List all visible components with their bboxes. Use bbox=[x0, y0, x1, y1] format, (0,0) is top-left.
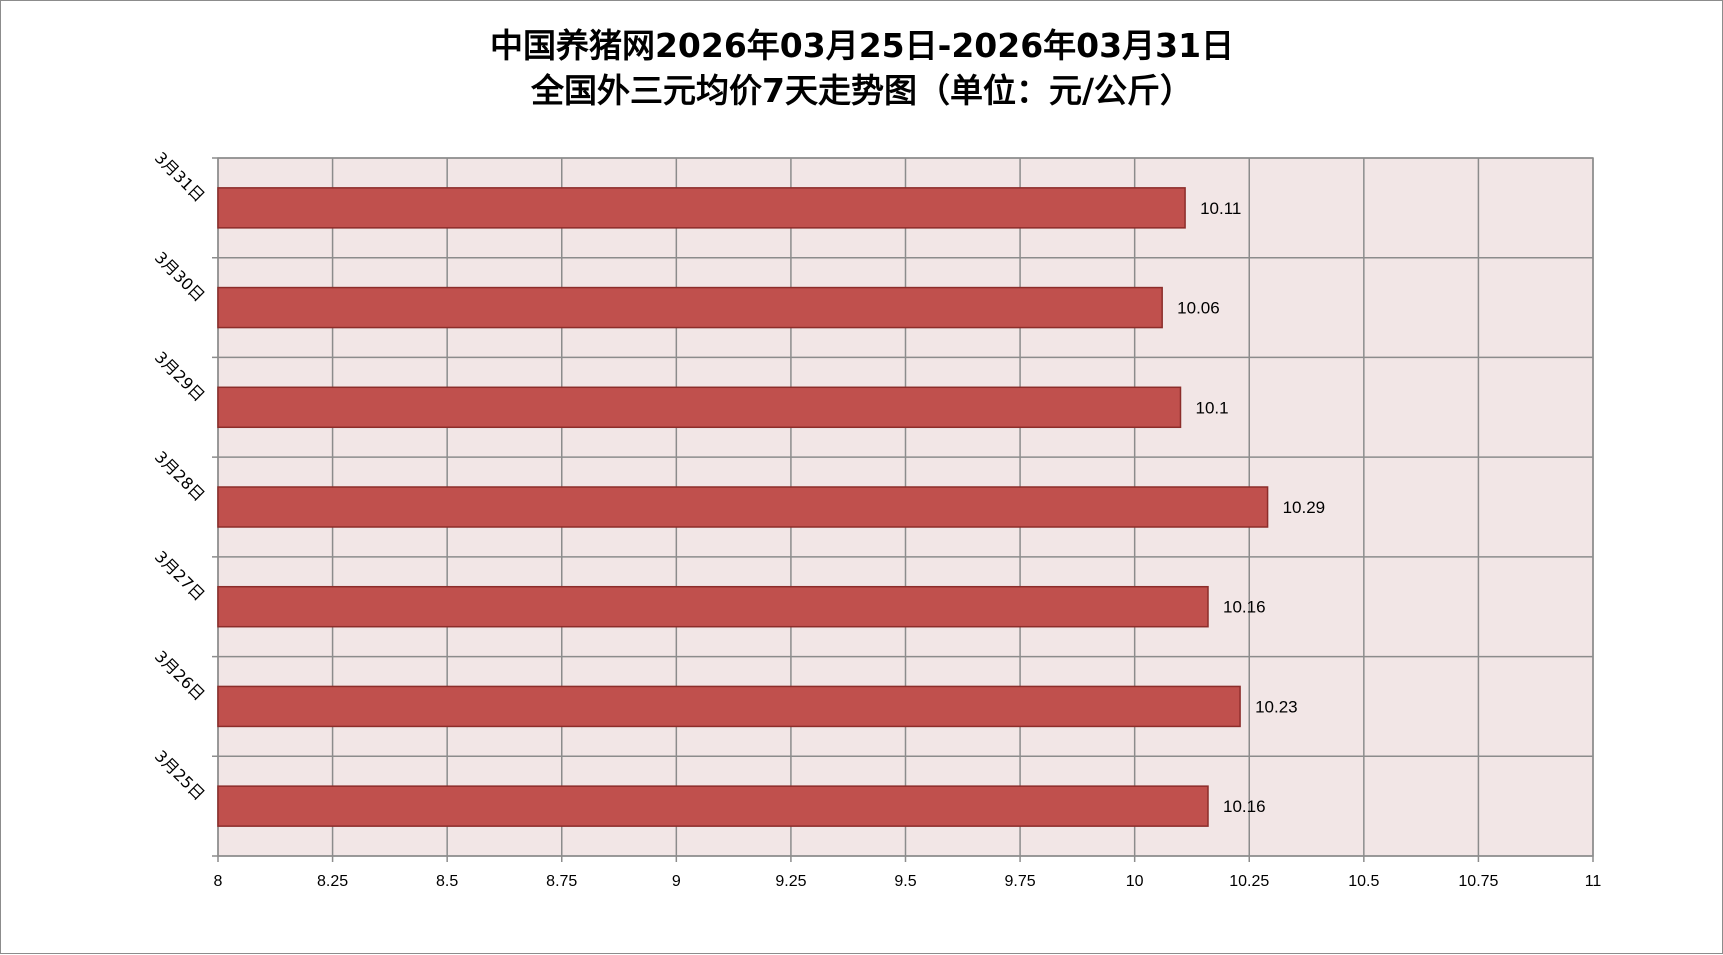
y-axis-categories: 3月31日 3月30日 3月29日 3月28日 3月27日 3月26日 3月25日 bbox=[151, 148, 209, 804]
chart-title-line-2: 全国外三元均价7天走势图（单位：元/公斤） bbox=[530, 71, 1193, 110]
x-tick-label: 8.5 bbox=[436, 873, 458, 890]
x-tick-label: 10 bbox=[1126, 873, 1144, 890]
data-labels: 10.11 10.06 10.1 10.29 10.16 10.23 10.16 bbox=[1177, 199, 1325, 816]
x-tick-label: 8.75 bbox=[546, 873, 577, 890]
bar bbox=[217, 785, 1209, 827]
data-label: 10.11 bbox=[1200, 199, 1241, 218]
x-tick-label: 10.25 bbox=[1229, 873, 1269, 890]
x-tick-label: 9 bbox=[672, 873, 681, 890]
category-label: 3月27日 bbox=[151, 547, 209, 605]
data-label: 10.16 bbox=[1223, 797, 1266, 816]
category-label: 3月30日 bbox=[151, 248, 209, 306]
category-label: 3月29日 bbox=[151, 348, 209, 406]
category-label: 3月28日 bbox=[151, 447, 209, 505]
data-label: 10.29 bbox=[1283, 498, 1326, 517]
bar bbox=[217, 187, 1186, 229]
data-label: 10.23 bbox=[1255, 697, 1298, 716]
x-tick-label: 10.75 bbox=[1458, 873, 1498, 890]
bar bbox=[217, 685, 1241, 728]
x-tick-label: 11 bbox=[1585, 873, 1602, 890]
x-tick-label: 10.5 bbox=[1348, 873, 1379, 890]
bar bbox=[217, 386, 1182, 429]
x-axis-ticks: 8 8.25 8.5 8.75 9 9.25 9.5 9.75 10 10.25 10.5 10.75… bbox=[214, 873, 1602, 890]
bar bbox=[217, 585, 1209, 628]
category-label: 3月26日 bbox=[151, 647, 209, 705]
chart-title-line-1: 中国养猪网2026年03月25日-2026年03月31日 bbox=[490, 26, 1234, 65]
data-label: 10.1 bbox=[1196, 398, 1229, 417]
bar bbox=[217, 486, 1269, 528]
category-label: 3月25日 bbox=[151, 746, 209, 804]
x-tick-label: 9.75 bbox=[1005, 873, 1036, 890]
data-label: 10.16 bbox=[1223, 598, 1266, 617]
bar bbox=[217, 286, 1163, 329]
category-label: 3月31日 bbox=[151, 148, 209, 206]
x-tick-label: 9.25 bbox=[775, 873, 806, 890]
bars bbox=[217, 187, 1269, 827]
x-tick-label: 8.25 bbox=[317, 873, 348, 890]
data-label: 10.06 bbox=[1177, 299, 1220, 318]
x-tick-label: 8 bbox=[214, 873, 223, 890]
x-tick-label: 9.5 bbox=[894, 873, 916, 890]
